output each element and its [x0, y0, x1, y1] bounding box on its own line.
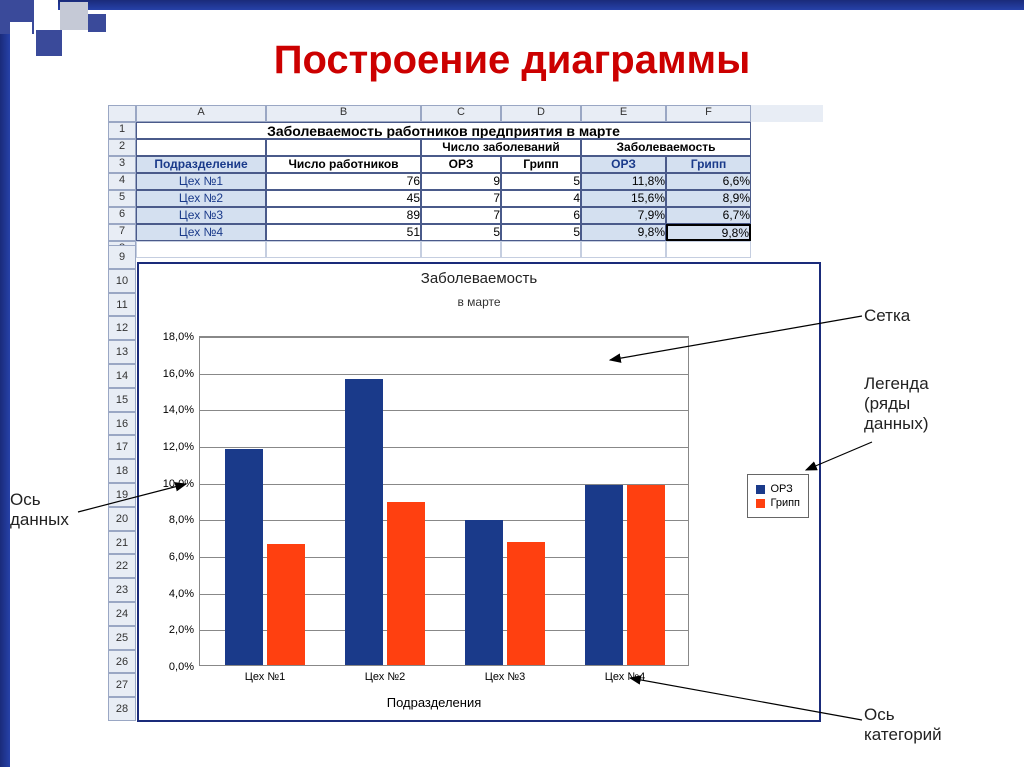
col-header-E[interactable]: E — [581, 105, 666, 122]
chart: Заболеваемость в марте 0,0%2,0%4,0%6,0%8… — [137, 262, 821, 722]
empty-row-headers: 910111213141516171819202122232425262728 — [108, 245, 136, 721]
row-header[interactable]: 14 — [108, 364, 136, 388]
annot-legend: Легенда(рядыданных) — [864, 374, 929, 434]
legend-item-gripp: Грипп — [756, 497, 800, 509]
row-header[interactable]: 9 — [108, 245, 136, 269]
row-header[interactable]: 18 — [108, 459, 136, 483]
slide-border-top — [0, 0, 1024, 10]
bar — [465, 520, 503, 665]
bar — [627, 485, 665, 665]
legend-label-gripp: Грипп — [770, 497, 800, 509]
row-header[interactable]: 16 — [108, 412, 136, 436]
row-header[interactable]: 26 — [108, 650, 136, 674]
row-header[interactable]: 21 — [108, 531, 136, 555]
row-header[interactable]: 20 — [108, 507, 136, 531]
chart-title: Заболеваемость — [139, 270, 819, 287]
legend-swatch-gripp — [756, 499, 765, 508]
row-header[interactable]: 25 — [108, 626, 136, 650]
bar — [345, 379, 383, 665]
bar — [507, 542, 545, 665]
annot-xaxis: Оськатегорий — [864, 705, 942, 745]
row-header[interactable]: 19 — [108, 483, 136, 507]
row-header[interactable]: 28 — [108, 697, 136, 721]
row-header[interactable]: 22 — [108, 554, 136, 578]
col-header-D[interactable]: D — [501, 105, 581, 122]
row-header[interactable]: 15 — [108, 388, 136, 412]
legend: ОРЗ Грипп — [747, 474, 809, 518]
row-header[interactable]: 23 — [108, 578, 136, 602]
row-header[interactable]: 17 — [108, 435, 136, 459]
slide-border-left — [0, 0, 10, 767]
annot-grid: Сетка — [864, 306, 910, 326]
row-header[interactable]: 12 — [108, 316, 136, 340]
col-header-B[interactable]: B — [266, 105, 421, 122]
bar — [267, 544, 305, 665]
chart-subtitle: в марте — [139, 295, 819, 309]
col-header-F[interactable]: F — [666, 105, 751, 122]
bar — [225, 449, 263, 665]
row-header[interactable]: 11 — [108, 293, 136, 317]
legend-swatch-orz — [756, 485, 765, 494]
spreadsheet: A B C D E F 1Заболеваемость работников п… — [108, 105, 823, 258]
bar — [387, 502, 425, 665]
slide-title: Построение диаграммы — [0, 38, 1024, 83]
row-header[interactable]: 10 — [108, 269, 136, 293]
legend-item-orz: ОРЗ — [756, 483, 800, 495]
row-header[interactable]: 13 — [108, 340, 136, 364]
annot-yaxis: Осьданных — [10, 490, 69, 530]
col-header-A[interactable]: A — [136, 105, 266, 122]
col-header-C[interactable]: C — [421, 105, 501, 122]
legend-label-orz: ОРЗ — [770, 483, 792, 495]
plot-area: 0,0%2,0%4,0%6,0%8,0%10,0%12,0%14,0%16,0%… — [199, 336, 689, 666]
bar — [585, 485, 623, 665]
x-axis-label: Подразделения — [139, 695, 729, 710]
row-header[interactable]: 24 — [108, 602, 136, 626]
row-header[interactable]: 27 — [108, 673, 136, 697]
column-headers-row: A B C D E F — [108, 105, 823, 122]
